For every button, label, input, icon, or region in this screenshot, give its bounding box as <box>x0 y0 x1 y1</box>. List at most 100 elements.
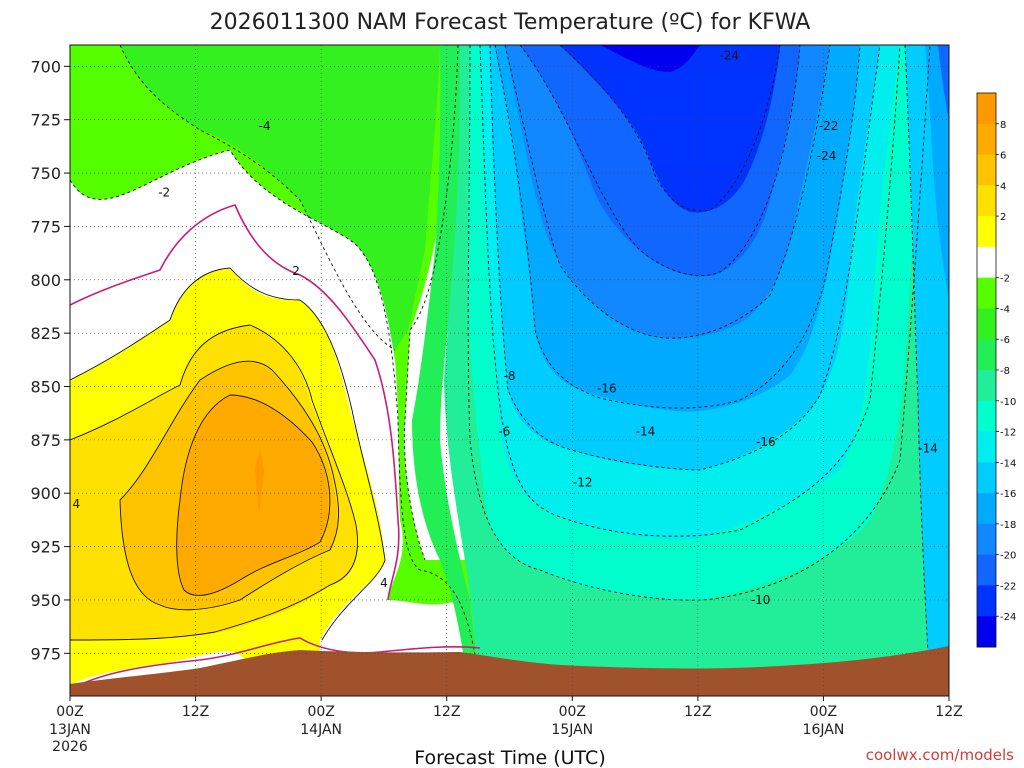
contour-label: -10 <box>751 593 771 607</box>
colorbar-swatch <box>977 493 996 525</box>
y-tick-label: 975 <box>30 644 61 663</box>
credit-text: coolwx.com/models <box>866 746 1014 764</box>
contour-label: -22 <box>819 119 839 133</box>
colorbar-label: 6 <box>1000 151 1006 162</box>
chart-title: 2026011300 NAM Forecast Temperature (ºC)… <box>210 10 811 35</box>
colorbar-swatch <box>977 154 996 186</box>
contour-line <box>119 45 396 351</box>
x-tick-label: 00Z <box>559 704 586 720</box>
contour-line <box>176 394 331 596</box>
terrain-fill <box>70 646 949 696</box>
y-tick-label: 825 <box>30 324 61 343</box>
contour-line <box>479 45 901 537</box>
region-fill <box>255 448 264 515</box>
colorbar-label: -4 <box>1000 304 1010 315</box>
contour-label: -2 <box>158 185 170 199</box>
colorbar-label: 2 <box>1000 212 1006 223</box>
x-tick-label: 00Z <box>56 704 83 720</box>
contour-line <box>70 149 481 691</box>
colorbar-swatch <box>977 616 996 648</box>
contour-line <box>489 45 881 471</box>
contour-label: -12 <box>573 476 593 490</box>
colorbar-swatch <box>977 370 996 402</box>
contour-line <box>119 360 339 611</box>
contour-label: -6 <box>498 424 510 438</box>
contour-line <box>904 45 931 691</box>
colorbar-label: -12 <box>1000 428 1016 439</box>
colorbar-swatch <box>977 400 996 433</box>
x-axis-label: Forecast Time (UTC) <box>414 747 605 768</box>
contour-line <box>70 267 386 641</box>
colorbar-swatch <box>977 123 996 156</box>
colorbar-label: -14 <box>1000 458 1016 469</box>
zero-isotherm-line <box>70 637 481 691</box>
y-tick-label: 725 <box>30 111 61 130</box>
colorbar-label: -24 <box>1000 612 1016 623</box>
region-fill <box>177 395 329 596</box>
y-tick-label: 775 <box>30 217 61 236</box>
colorbar-swatch <box>977 185 996 217</box>
colorbar-swatch <box>977 585 996 617</box>
colorbar-swatch <box>977 308 996 340</box>
colorbar-label: -8 <box>1000 366 1010 377</box>
x-tick-label: 12Z <box>684 704 711 720</box>
colorbar: 8 6 4 2 -2 -4 -6 -8 -10 -12 -14 -16 -18 -20 -22 -24 <box>976 92 1016 648</box>
colorbar-swatch <box>977 462 996 494</box>
x-tick-sublabel: 13JAN <box>49 722 91 738</box>
colorbar-label: -10 <box>1000 397 1016 408</box>
x-tick-sublabel: 15JAN <box>551 722 593 738</box>
contour-label: -14 <box>918 441 938 455</box>
x-tick-sublabel: 14JAN <box>300 722 342 738</box>
x-tick-label: 12Z <box>182 704 209 720</box>
contour-line <box>519 45 801 276</box>
y-tick-label: 700 <box>30 57 61 76</box>
region-fill <box>412 45 480 690</box>
colorbar-swatch <box>977 431 996 463</box>
colorbar-swatch <box>977 277 996 309</box>
x-tick-label: 00Z <box>307 704 334 720</box>
plot-area: -24-22-24-4-22-10-8-16-14-6-16-14-10-124… <box>70 45 949 696</box>
y-tick-label: 800 <box>30 271 61 290</box>
colorbar-label: -18 <box>1000 520 1016 531</box>
x-tick-label: 00Z <box>810 704 837 720</box>
x-tick-label: 12Z <box>935 704 962 720</box>
region-fill <box>600 45 700 72</box>
x-tick-label: 12Z <box>433 704 460 720</box>
colorbar-label: -2 <box>1000 274 1010 285</box>
zero-isotherm-line <box>70 204 400 601</box>
contour-line <box>70 324 358 641</box>
contour-line <box>559 45 781 212</box>
contour-label: 2 <box>292 264 300 278</box>
y-tick-label: 950 <box>30 591 61 610</box>
contour-label: -16 <box>756 435 776 449</box>
contour-label: -8 <box>504 369 516 383</box>
contour-label: -24 <box>817 149 837 163</box>
x-tick-sublabel: 2026 <box>52 739 88 755</box>
y-tick-label: 925 <box>30 538 61 557</box>
y-tick-label: 900 <box>30 484 61 503</box>
contour-label: 4 <box>380 576 388 590</box>
region-fill <box>925 45 949 300</box>
contour-line <box>467 45 931 601</box>
colorbar-label: -20 <box>1000 551 1016 562</box>
colorbar-swatch <box>977 246 996 279</box>
contour-label: -24 <box>719 49 739 63</box>
colorbar-swatch <box>977 554 996 586</box>
colorbar-swatch <box>977 93 996 125</box>
colorbar-label: -16 <box>1000 489 1016 500</box>
contour-label: -16 <box>597 382 617 396</box>
y-tick-label: 875 <box>30 431 61 450</box>
contour-label: 4 <box>72 497 80 511</box>
colorbar-label: -22 <box>1000 581 1016 592</box>
colorbar-label: 4 <box>1000 181 1006 192</box>
region-fill <box>938 45 949 120</box>
colorbar-swatch <box>977 523 996 556</box>
contour-label: -14 <box>636 424 656 438</box>
y-tick-label: 750 <box>30 164 61 183</box>
contour-line <box>494 45 861 409</box>
region-fill <box>560 45 780 213</box>
colorbar-label: 8 <box>1000 120 1006 131</box>
colorbar-swatch <box>977 339 996 371</box>
colorbar-label: -6 <box>1000 335 1010 346</box>
